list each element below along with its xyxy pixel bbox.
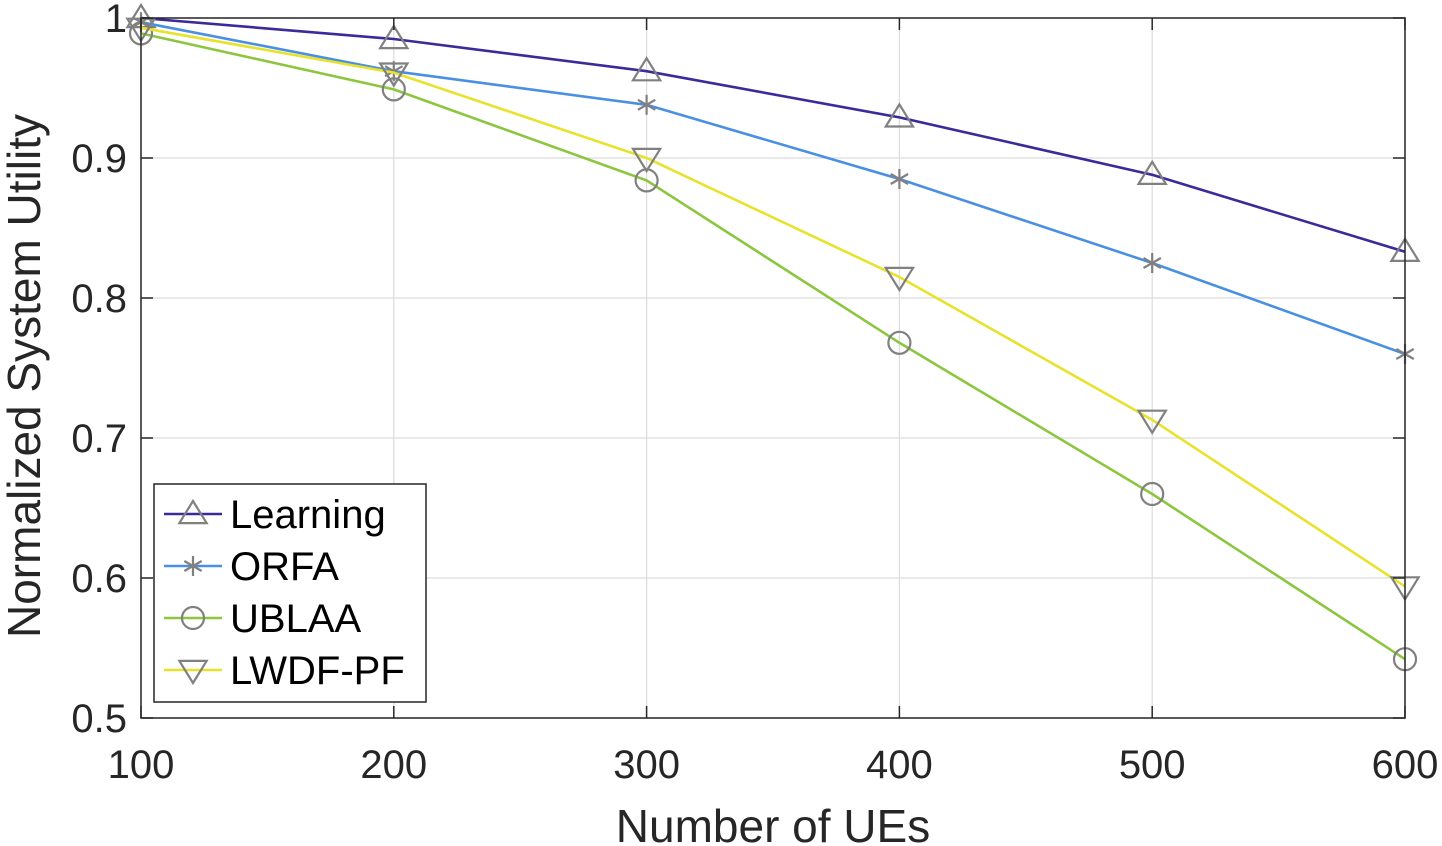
plot-frame: [140, 17, 1406, 719]
y-tick-label: 0.9: [71, 137, 127, 181]
data-point-lwdf-pf: [378, 62, 410, 88]
legend-entry-lwdf-pf: LWDF-PF: [164, 649, 405, 693]
axis-ticks: 100 200 300 400 500 600 0.5 0.6 0.7 0.8 0.9 1: [71, 0, 1438, 787]
x-tick-label: 400: [866, 743, 933, 787]
asterisk-stroke: [890, 173, 909, 185]
legend-label-lwdf-pf: LWDF-PF: [230, 649, 405, 693]
data-point-ublaa: [381, 77, 406, 102]
data-point-learning: [378, 23, 410, 50]
legend-label-learning: Learning: [230, 493, 386, 537]
legend-entry-ublaa: UBLAA: [164, 597, 361, 641]
y-tick-label: 0.8: [71, 277, 127, 321]
series-learning: [125, 2, 1421, 262]
y-tick-label: 0.6: [71, 557, 127, 601]
data-point-ublaa: [887, 330, 912, 355]
legend-entry-orfa: ORFA: [164, 545, 339, 589]
legend-entry-learning: Learning: [164, 493, 386, 537]
x-tick-label: 300: [613, 743, 680, 787]
data-point-orfa: [637, 94, 656, 115]
series-line-lwdf-pf: [140, 26, 1406, 588]
x-axis-label: Number of UEs: [616, 800, 930, 846]
series-line-orfa: [140, 20, 1406, 356]
legend: Learning ORFA UBLAA LWDF-PF: [153, 483, 427, 703]
legend-label-ublaa: UBLAA: [230, 597, 361, 641]
series-orfa: [131, 12, 1415, 364]
series-line-learning: [140, 16, 1406, 254]
y-tick-label: 0.7: [71, 417, 127, 461]
asterisk-stroke: [1142, 257, 1162, 269]
y-tick-label: 1: [105, 0, 127, 41]
data-point-ublaa: [1140, 481, 1165, 507]
data-point-orfa: [1142, 253, 1162, 273]
y-axis-label: Normalized System Utility: [0, 114, 50, 638]
series-line-ublaa: [140, 32, 1406, 661]
legend-box: [153, 483, 427, 703]
x-tick-label: 100: [108, 743, 175, 787]
asterisk-stroke: [183, 560, 203, 572]
data-point-lwdf-pf: [1136, 409, 1168, 435]
series-layer: [125, 2, 1421, 672]
data-point-orfa: [890, 169, 909, 189]
data-point-lwdf-pf: [883, 266, 916, 293]
x-tick-label: 200: [360, 743, 427, 787]
asterisk-stroke: [637, 98, 656, 111]
legend-marker-orfa: [183, 556, 203, 576]
legend-marker-ublaa: [180, 605, 206, 631]
data-point-learning: [1136, 159, 1168, 185]
legend-marker-lwdf-pf: [177, 659, 209, 686]
x-tick-label: 600: [1372, 743, 1439, 787]
data-point-learning: [883, 102, 916, 128]
x-tick-label: 500: [1119, 743, 1186, 787]
y-tick-label: 0.5: [71, 697, 127, 741]
legend-marker-learning: [177, 498, 209, 525]
legend-label-orfa: ORFA: [230, 545, 339, 589]
data-point-learning: [630, 56, 663, 82]
data-point-lwdf-pf: [630, 147, 663, 174]
